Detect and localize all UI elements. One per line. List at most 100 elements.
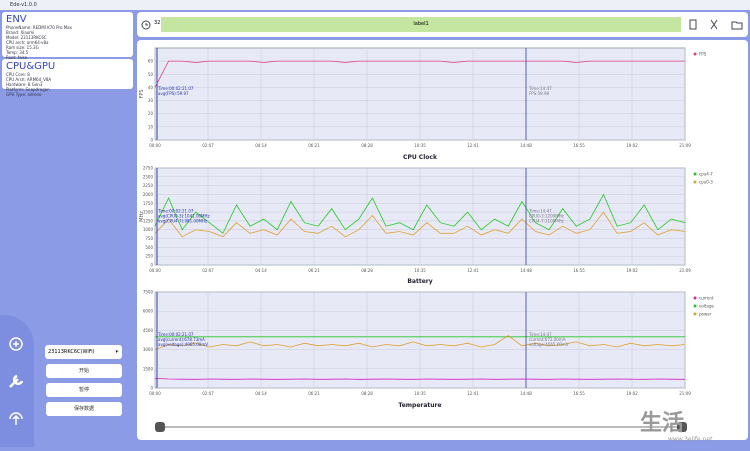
y-tick-label: 2000 bbox=[143, 192, 154, 197]
annotation: CPU4-7:1100MHz bbox=[529, 219, 564, 224]
info-line: CPU arch: arm64-v8a bbox=[6, 40, 49, 45]
title-bar: Ede-v1.0.0 bbox=[0, 0, 750, 10]
slider-handle[interactable] bbox=[155, 422, 165, 432]
x-tick-label: 02:07 bbox=[202, 143, 214, 148]
y-tick-label: 0 bbox=[150, 386, 153, 391]
legend-label: voltage bbox=[699, 304, 714, 309]
x-tick-label: 19:02 bbox=[626, 391, 638, 396]
legend-marker bbox=[693, 52, 697, 56]
chart-title: Temperature bbox=[398, 402, 441, 409]
legend-marker bbox=[693, 180, 697, 184]
x-tick-label: 00:00 bbox=[149, 391, 161, 396]
x-tick-label: 10:35 bbox=[414, 268, 426, 273]
info-line: Platform: Snapdragon bbox=[6, 87, 50, 92]
x-tick-label: 02:07 bbox=[202, 268, 214, 273]
pause-button[interactable]: 暂停 bbox=[46, 383, 122, 397]
y-tick-label: 50 bbox=[148, 72, 154, 77]
y-tick-label: 40 bbox=[148, 85, 154, 90]
info-line: Model: 23113RKC6C bbox=[6, 35, 47, 40]
nav-rail bbox=[0, 315, 34, 447]
add-icon bbox=[13, 341, 19, 347]
x-tick-label: 12:41 bbox=[467, 391, 479, 396]
gpu-lines: CPU Core: 8 CPU Arch: ARM64_V8A Hardware: … bbox=[6, 72, 129, 97]
annotation: Time:14:47 bbox=[528, 332, 552, 337]
x-tick-label: 10:35 bbox=[414, 143, 426, 148]
annotation: voltage:4065.00mV bbox=[529, 342, 569, 347]
window-title: Ede-v1.0.0 bbox=[10, 2, 37, 8]
slider-track bbox=[155, 426, 685, 428]
settings-icon[interactable] bbox=[9, 374, 24, 388]
device-select[interactable]: 23113RKC6C(WiFi) ▾ bbox=[45, 345, 122, 359]
legend-label: power bbox=[699, 312, 712, 317]
x-tick-label: 21:09 bbox=[679, 143, 691, 148]
add-icon[interactable] bbox=[9, 337, 23, 351]
legend-label: FPS bbox=[699, 52, 707, 57]
save-button[interactable]: 保存数据 bbox=[46, 402, 122, 416]
slider-handle[interactable] bbox=[677, 422, 687, 432]
y-tick-label: 4500 bbox=[143, 328, 154, 333]
y-tick-label: 500 bbox=[145, 245, 153, 250]
info-line: Brand: Xiaomi bbox=[6, 30, 35, 35]
x-tick-label: 21:09 bbox=[679, 268, 691, 273]
chart-area: 0 10 20 30 40 50 60 00:00 02:07 04:14 06:21 08:28 10… bbox=[137, 40, 748, 440]
annotation: avg(CPU0-3):1041.00MHz bbox=[158, 214, 210, 219]
upload-icon[interactable] bbox=[9, 412, 23, 425]
info-line: Hardware: 8 Gen3 bbox=[6, 82, 43, 87]
x-tick-label: 19:02 bbox=[626, 268, 638, 273]
toolbar: 32 label1 bbox=[137, 12, 748, 37]
info-line: GPU Type: adreno bbox=[6, 92, 42, 97]
annotation: Time:14:47 bbox=[528, 209, 552, 214]
annotation: Time:00:02:21.07 bbox=[157, 209, 194, 214]
toolbar-icons bbox=[689, 19, 743, 30]
x-tick-label: 06:21 bbox=[308, 391, 320, 396]
x-tick-label: 08:28 bbox=[361, 391, 373, 396]
save-icon[interactable] bbox=[689, 19, 697, 30]
y-tick-label: 60 bbox=[148, 59, 154, 64]
count: 32 bbox=[154, 20, 161, 26]
nav-icons bbox=[9, 337, 24, 425]
annotation: Time:14:47 bbox=[528, 86, 552, 91]
start-button[interactable]: 开始 bbox=[46, 364, 122, 378]
y-tick-label: 0 bbox=[150, 138, 153, 143]
x-tick-label: 14:48 bbox=[520, 268, 532, 273]
x-tick-label: 14:48 bbox=[520, 391, 532, 396]
x-tick-label: 21:09 bbox=[679, 391, 691, 396]
y-tick-label: 0 bbox=[150, 263, 153, 268]
x-tick-label: 16:55 bbox=[573, 268, 585, 273]
x-tick-label: 02:07 bbox=[202, 391, 214, 396]
y-axis-label: FPS bbox=[139, 89, 145, 98]
y-tick-label: 3000 bbox=[143, 347, 154, 352]
watermark-url: www.3elife.net bbox=[668, 436, 713, 443]
annotation: avg(CPU4-7):981.00MHz bbox=[158, 219, 207, 224]
charts: 0 10 20 30 40 50 60 00:00 02:07 04:14 06:21 08:28 10… bbox=[139, 47, 714, 432]
y-tick-label: 750 bbox=[145, 236, 153, 241]
panel-title: ENV bbox=[6, 14, 27, 25]
folder-icon[interactable] bbox=[731, 21, 743, 30]
series-line bbox=[154, 211, 686, 238]
annotation: avg(FPS):59.97 bbox=[158, 91, 189, 96]
series-line bbox=[154, 378, 686, 380]
y-tick-label: 1000 bbox=[143, 227, 154, 232]
info-line: PhoneName: REDMI K70 Pro Max bbox=[6, 25, 72, 30]
legend-marker bbox=[693, 296, 697, 300]
y-tick-label: 1500 bbox=[143, 210, 154, 215]
annotation: current:672.00mA bbox=[529, 337, 566, 342]
x-tick-label: 12:41 bbox=[467, 143, 479, 148]
info-line: CPU Arch: ARM64_V8A bbox=[6, 77, 52, 82]
series-line bbox=[154, 60, 685, 88]
x-tick-label: 00:00 bbox=[149, 268, 161, 273]
y-tick-label: 7500 bbox=[143, 290, 154, 295]
device-name: 23113RKC6C(WiFi) bbox=[48, 349, 95, 355]
cut-icon[interactable] bbox=[710, 19, 718, 30]
series-line bbox=[154, 335, 686, 350]
annotation: CPU0-3:1200MHz bbox=[529, 214, 564, 219]
legend-label: cpu4-7 bbox=[699, 172, 713, 177]
x-tick-label: 10:35 bbox=[414, 391, 426, 396]
env-panel: ENV PhoneName: REDMI K70 Pro Max Brand: X… bbox=[2, 12, 133, 65]
info-line: Temp: 34.5 bbox=[6, 50, 29, 55]
x-tick-label: 06:21 bbox=[308, 143, 320, 148]
y-tick-label: 1750 bbox=[143, 201, 154, 206]
annotation: FPS:59.98 bbox=[529, 91, 550, 96]
info-line: Ram size: 15.3G bbox=[6, 45, 39, 50]
